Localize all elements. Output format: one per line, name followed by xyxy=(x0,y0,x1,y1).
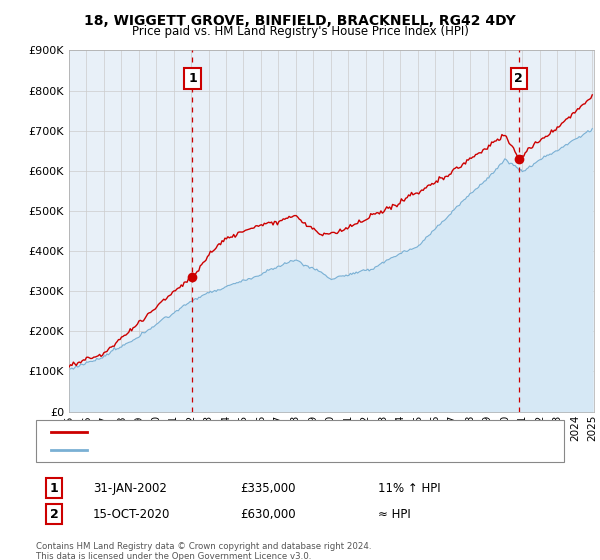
Text: Price paid vs. HM Land Registry's House Price Index (HPI): Price paid vs. HM Land Registry's House … xyxy=(131,25,469,38)
Text: ≈ HPI: ≈ HPI xyxy=(378,507,411,521)
Text: £630,000: £630,000 xyxy=(240,507,296,521)
Text: 1: 1 xyxy=(50,482,58,495)
Text: 31-JAN-2002: 31-JAN-2002 xyxy=(93,482,167,495)
Text: 11% ↑ HPI: 11% ↑ HPI xyxy=(378,482,440,495)
Text: 2: 2 xyxy=(50,507,58,521)
Text: 1: 1 xyxy=(188,72,197,85)
Text: HPI: Average price, detached house, Bracknell Forest: HPI: Average price, detached house, Brac… xyxy=(93,445,370,455)
Text: Contains HM Land Registry data © Crown copyright and database right 2024.
This d: Contains HM Land Registry data © Crown c… xyxy=(36,542,371,560)
Text: 2: 2 xyxy=(514,72,523,85)
Text: 15-OCT-2020: 15-OCT-2020 xyxy=(93,507,170,521)
Text: 18, WIGGETT GROVE, BINFIELD, BRACKNELL, RG42 4DY (detached house): 18, WIGGETT GROVE, BINFIELD, BRACKNELL, … xyxy=(93,427,476,437)
Text: 18, WIGGETT GROVE, BINFIELD, BRACKNELL, RG42 4DY: 18, WIGGETT GROVE, BINFIELD, BRACKNELL, … xyxy=(84,14,516,28)
Text: £335,000: £335,000 xyxy=(240,482,296,495)
